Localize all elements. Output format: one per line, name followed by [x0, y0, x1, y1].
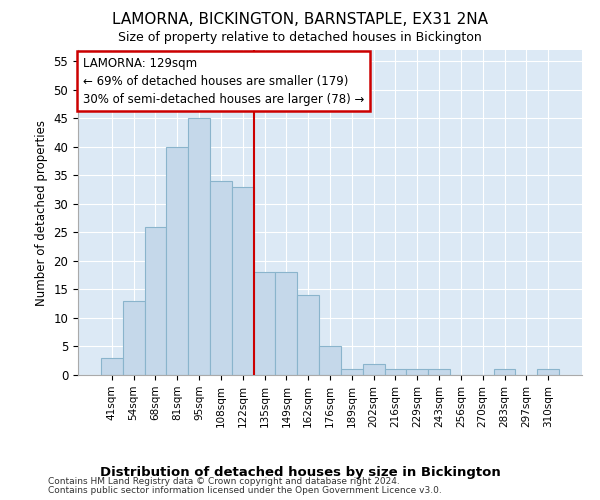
Text: Contains HM Land Registry data © Crown copyright and database right 2024.: Contains HM Land Registry data © Crown c… — [48, 477, 400, 486]
Bar — [385, 370, 406, 375]
Bar — [297, 295, 319, 375]
Bar — [406, 370, 428, 375]
Bar — [275, 272, 297, 375]
Bar — [188, 118, 210, 375]
Text: LAMORNA, BICKINGTON, BARNSTAPLE, EX31 2NA: LAMORNA, BICKINGTON, BARNSTAPLE, EX31 2N… — [112, 12, 488, 28]
Bar — [254, 272, 275, 375]
Bar — [210, 181, 232, 375]
Bar — [145, 227, 166, 375]
Bar — [101, 358, 123, 375]
Bar — [319, 346, 341, 375]
Text: Size of property relative to detached houses in Bickington: Size of property relative to detached ho… — [118, 31, 482, 44]
Bar — [428, 370, 450, 375]
Text: Distribution of detached houses by size in Bickington: Distribution of detached houses by size … — [100, 466, 500, 479]
Text: Contains public sector information licensed under the Open Government Licence v3: Contains public sector information licen… — [48, 486, 442, 495]
Y-axis label: Number of detached properties: Number of detached properties — [35, 120, 48, 306]
Bar — [341, 370, 363, 375]
Bar — [232, 187, 254, 375]
Bar — [494, 370, 515, 375]
Bar — [537, 370, 559, 375]
Text: LAMORNA: 129sqm
← 69% of detached houses are smaller (179)
30% of semi-detached : LAMORNA: 129sqm ← 69% of detached houses… — [83, 56, 364, 106]
Bar — [166, 147, 188, 375]
Bar — [363, 364, 385, 375]
Bar — [123, 301, 145, 375]
